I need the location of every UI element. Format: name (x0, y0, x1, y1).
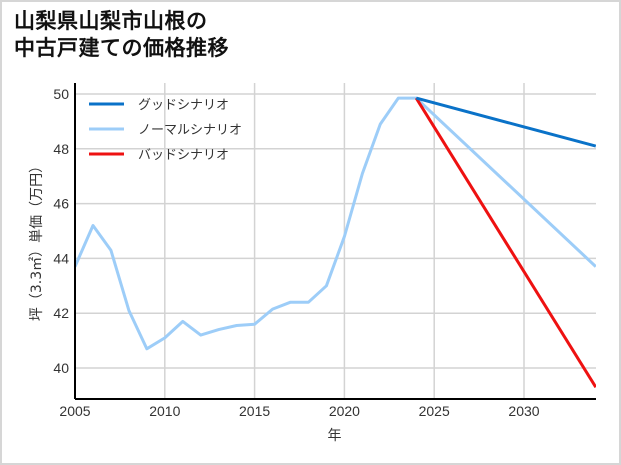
y-tick-label: 40 (53, 360, 69, 376)
x-tick-label: 2025 (419, 403, 450, 419)
x-axis-label: 年 (328, 428, 342, 444)
y-tick-label: 50 (53, 86, 69, 102)
y-tick-label: 48 (53, 141, 69, 157)
chart-title: 山梨県山梨市山根の 中古戸建ての価格推移 (14, 8, 229, 62)
series-line-2 (415, 97, 596, 268)
x-tick-label: 2015 (239, 403, 270, 419)
series-line-0 (75, 96, 417, 351)
x-tick-label: 2010 (149, 403, 180, 419)
y-tick-label: 46 (53, 196, 69, 212)
chart-title-line1: 山梨県山梨市山根の (14, 9, 208, 33)
series-line-3 (414, 97, 596, 388)
x-tick-label: 2020 (329, 403, 360, 419)
chart-title-line2: 中古戸建ての価格推移 (14, 36, 229, 60)
y-tick-label: 42 (53, 305, 69, 321)
legend-label: バッドシナリオ (138, 148, 229, 163)
y-tick-label: 44 (53, 250, 69, 266)
legend-label: グッドシナリオ (138, 98, 229, 113)
legend-label: ノーマルシナリオ (138, 123, 242, 138)
x-tick-label: 2030 (508, 403, 539, 419)
y-axis-label: 坪（3.3㎡）単価（万円） (29, 159, 45, 321)
x-tick-label: 2005 (59, 403, 90, 419)
series-line-1 (415, 96, 596, 148)
